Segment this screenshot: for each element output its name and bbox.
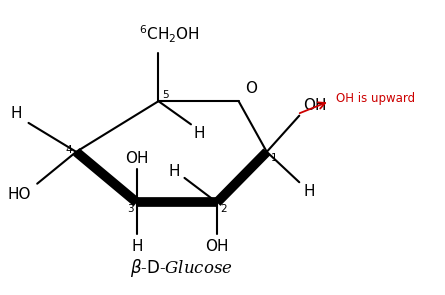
Text: H: H [169, 164, 180, 179]
Text: O: O [245, 81, 257, 96]
Text: OH: OH [125, 151, 149, 166]
Text: 1: 1 [271, 153, 278, 163]
Text: $\beta$-$\mathrm{D}$-Glucose: $\beta$-$\mathrm{D}$-Glucose [130, 257, 233, 279]
Text: OH: OH [205, 239, 229, 254]
Text: 4: 4 [65, 145, 72, 155]
Text: 3: 3 [127, 204, 134, 214]
Text: OH: OH [303, 98, 327, 113]
Text: 2: 2 [220, 204, 227, 214]
Text: 5: 5 [162, 90, 169, 100]
Text: HO: HO [7, 186, 31, 201]
Text: H: H [193, 126, 205, 141]
Text: H: H [131, 239, 142, 254]
Text: OH is upward: OH is upward [336, 92, 415, 105]
Text: $^6\mathregular{CH_2OH}$: $^6\mathregular{CH_2OH}$ [139, 23, 200, 45]
Text: H: H [303, 184, 315, 199]
Text: H: H [11, 106, 22, 122]
